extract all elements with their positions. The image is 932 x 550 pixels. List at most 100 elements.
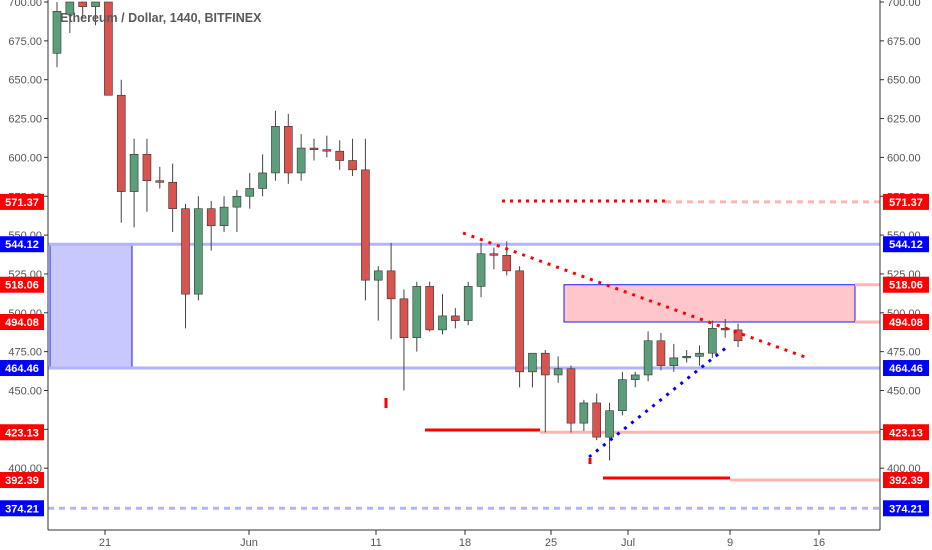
candle [373, 266, 383, 321]
price-tag-right: 464.46 [883, 360, 929, 377]
supply-zone [563, 284, 856, 323]
candle-body [296, 147, 306, 174]
candle-body [476, 253, 486, 287]
price-tag-bg [883, 236, 929, 253]
candle-body [605, 410, 614, 438]
candle [155, 166, 165, 189]
candle [194, 196, 203, 301]
price-tag-bg [0, 472, 44, 489]
candle-body [412, 286, 422, 338]
candle-body [528, 352, 537, 373]
candle [630, 371, 640, 388]
candle-body [451, 315, 460, 321]
candle-body [283, 126, 293, 174]
candle [540, 350, 550, 433]
price-tag-label: 518.06 [889, 280, 923, 292]
y-tick-label-left: 700.00 [8, 0, 42, 9]
y-tick-label-right: 650.00 [887, 75, 921, 87]
candle-body [245, 188, 255, 197]
candle-body [656, 340, 666, 366]
price-tag-label: 494.08 [5, 317, 39, 329]
candle-body [592, 402, 602, 438]
candle [386, 242, 396, 340]
candle [206, 200, 216, 251]
candle-body [78, 1, 87, 7]
candle-body [643, 340, 653, 376]
price-tag-label: 374.21 [889, 503, 923, 515]
price-tag-left: 464.46 [0, 360, 44, 377]
candle [605, 402, 614, 461]
candle [116, 79, 126, 223]
candle [322, 135, 332, 158]
price-tag-bg [883, 360, 929, 377]
candle-body [386, 270, 396, 300]
price-tag-label: 464.46 [5, 363, 39, 375]
demand-zone [49, 243, 133, 369]
candle-body [579, 402, 589, 424]
price-tag-right: 571.37 [883, 193, 929, 210]
price-tag-label: 571.37 [5, 197, 39, 209]
candle [283, 113, 293, 184]
candle-body [219, 206, 229, 227]
candle-body [708, 328, 717, 354]
candle [104, 1, 113, 96]
candle-body [91, 1, 100, 7]
candle-body [271, 126, 280, 174]
price-tag-left: 423.13 [0, 424, 44, 441]
candle [245, 172, 255, 209]
y-tick-label-left: 475.00 [8, 347, 42, 359]
x-tick-label: 18 [459, 537, 471, 549]
price-tag-bg [0, 236, 44, 253]
descending-trendline [462, 231, 806, 359]
candle-body [335, 150, 345, 161]
candle [296, 134, 306, 181]
price-tag-bg [0, 424, 44, 441]
candle-body [129, 153, 139, 192]
candle-body [425, 286, 434, 331]
candle-body [309, 147, 319, 150]
candle-body [104, 1, 113, 96]
candle [91, 1, 100, 26]
price-tag-right: 392.39 [883, 472, 929, 489]
candle-body [52, 11, 62, 54]
candle [553, 356, 563, 383]
price-tag-label: 571.37 [889, 197, 923, 209]
price-tag-label: 464.46 [889, 363, 923, 375]
candle [476, 242, 486, 298]
candle-body [181, 208, 190, 295]
candle [65, 1, 75, 34]
candle [412, 281, 422, 352]
candle-body [142, 153, 152, 182]
candle-body [463, 286, 473, 321]
price-tag-label: 494.08 [889, 317, 923, 329]
candle [309, 138, 319, 161]
candle [219, 196, 229, 232]
price-tag-bg [883, 313, 929, 330]
x-tick-label: 16 [813, 537, 825, 549]
candle-body [515, 270, 524, 373]
y-tick-label-right: 475.00 [887, 347, 921, 359]
candle [335, 140, 345, 170]
candle [682, 350, 691, 363]
price-tag-left: 374.21 [0, 500, 44, 517]
candle [232, 190, 242, 232]
candle-body [489, 253, 499, 256]
price-tag-left: 494.08 [0, 313, 44, 330]
candle [399, 289, 409, 391]
candle-body [361, 169, 370, 281]
candle-body [258, 172, 267, 189]
candle-body [322, 149, 332, 152]
candle [168, 163, 177, 232]
price-tag-bg [0, 193, 44, 210]
candle [181, 204, 190, 329]
candle [695, 345, 704, 366]
candle [425, 281, 434, 332]
candle [142, 138, 152, 212]
candle [566, 365, 576, 433]
candle [52, 2, 62, 68]
price-tag-label: 544.12 [5, 239, 39, 251]
price-tag-label: 374.21 [5, 503, 39, 515]
candle-body [669, 357, 679, 366]
